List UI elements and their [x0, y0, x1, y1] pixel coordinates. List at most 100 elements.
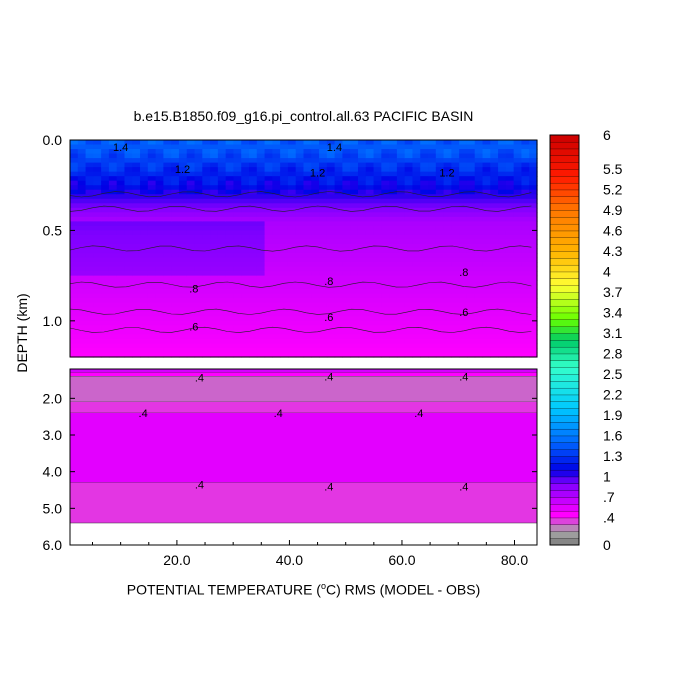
upper-field-cell — [85, 257, 94, 263]
upper-field-cell — [85, 338, 94, 345]
upper-field-cell — [529, 194, 538, 200]
upper-field-cell — [389, 180, 398, 186]
upper-field-cell — [326, 280, 336, 286]
upper-field-cell — [443, 153, 452, 159]
upper-field-cell — [85, 203, 94, 209]
upper-field-cell — [350, 212, 359, 218]
upper-field-cell — [241, 320, 250, 326]
upper-field-cell — [357, 329, 367, 335]
upper-field-cell — [459, 316, 468, 322]
upper-field-cell — [490, 262, 499, 268]
upper-field-cell — [256, 302, 266, 308]
upper-field-cell — [311, 266, 320, 272]
upper-field-cell — [256, 293, 266, 299]
upper-field-cell — [85, 221, 94, 227]
upper-field-cell — [412, 289, 421, 295]
upper-field-cell — [241, 153, 250, 159]
upper-field-cell — [287, 298, 297, 304]
upper-field-cell — [249, 248, 258, 254]
upper-field-cell — [178, 239, 188, 245]
upper-field-cell — [124, 325, 133, 331]
upper-field-cell — [233, 180, 242, 186]
upper-field-cell — [490, 162, 499, 168]
upper-field-cell — [498, 266, 507, 272]
upper-field-cell — [498, 225, 507, 232]
upper-field-cell — [357, 234, 367, 241]
upper-field-cell — [194, 167, 203, 173]
upper-field-cell — [373, 284, 382, 290]
upper-field-cell — [132, 352, 141, 358]
upper-field-cell — [443, 293, 452, 299]
upper-field-cell — [264, 167, 273, 173]
upper-field-cell — [186, 329, 196, 335]
upper-field-cell — [451, 171, 460, 177]
upper-field-cell — [116, 257, 126, 263]
upper-field-cell — [101, 248, 110, 254]
upper-field-cell — [77, 149, 87, 155]
upper-field-cell — [287, 149, 297, 155]
upper-field-cell — [396, 221, 406, 227]
upper-field-cell — [186, 271, 196, 277]
upper-field-cell — [428, 167, 437, 173]
upper-field-cell — [451, 275, 460, 281]
upper-field-cell — [490, 334, 499, 340]
upper-field-cell — [116, 280, 126, 286]
upper-field-cell — [202, 248, 211, 254]
upper-field-cell — [264, 212, 273, 218]
upper-field-cell — [108, 162, 118, 168]
upper-field-cell — [381, 185, 390, 191]
upper-field-cell — [521, 225, 530, 232]
upper-field-cell — [256, 225, 266, 232]
upper-field-cell — [459, 171, 468, 177]
upper-field-cell — [451, 262, 460, 268]
upper-field-cell — [334, 180, 344, 186]
upper-field-cell — [287, 225, 297, 232]
upper-field-cell — [116, 239, 126, 245]
upper-field-cell — [85, 347, 94, 354]
upper-field-cell — [311, 352, 320, 358]
upper-field-cell — [202, 158, 211, 164]
upper-field-cell — [264, 243, 273, 250]
upper-field-cell — [466, 207, 476, 213]
upper-field-cell — [186, 334, 196, 340]
upper-field-cell — [303, 162, 312, 168]
upper-field-cell — [256, 316, 266, 322]
upper-field-cell — [490, 302, 499, 308]
upper-field-cell — [272, 194, 281, 200]
upper-field-cell — [124, 234, 133, 241]
upper-field-cell — [373, 216, 382, 222]
upper-field-cell — [428, 171, 437, 177]
upper-field-cell — [132, 338, 141, 345]
upper-field-cell — [272, 180, 281, 186]
upper-field-cell — [295, 171, 305, 177]
upper-field-cell — [459, 158, 468, 164]
upper-field-cell — [529, 225, 538, 232]
colorbar-label: 0 — [603, 537, 611, 553]
upper-field-cell — [132, 243, 141, 250]
upper-field-cell — [474, 257, 484, 263]
upper-field-cell — [147, 347, 157, 354]
upper-field-cell — [505, 302, 515, 308]
upper-field-cell — [319, 325, 328, 331]
upper-field-cell — [217, 185, 227, 191]
upper-field-cell — [132, 149, 141, 155]
upper-field-cell — [420, 167, 429, 173]
upper-field-cell — [521, 316, 530, 322]
upper-field-cell — [194, 298, 203, 304]
upper-field-cell — [451, 149, 460, 155]
upper-field-cell — [373, 334, 382, 340]
upper-field-cell — [357, 343, 367, 349]
upper-field-cell — [124, 171, 133, 177]
upper-field-cell — [85, 234, 94, 241]
upper-field-cell — [505, 293, 515, 299]
upper-field-cell — [381, 176, 390, 182]
upper-field-cell — [451, 352, 460, 358]
upper-field-cell — [202, 185, 211, 191]
upper-field-cell — [93, 284, 102, 290]
upper-field-cell — [490, 338, 499, 345]
upper-field-cell — [490, 230, 499, 236]
upper-field-cell — [155, 248, 164, 254]
upper-field-cell — [498, 194, 507, 200]
upper-field-cell — [482, 194, 491, 200]
upper-field-cell — [342, 262, 351, 268]
